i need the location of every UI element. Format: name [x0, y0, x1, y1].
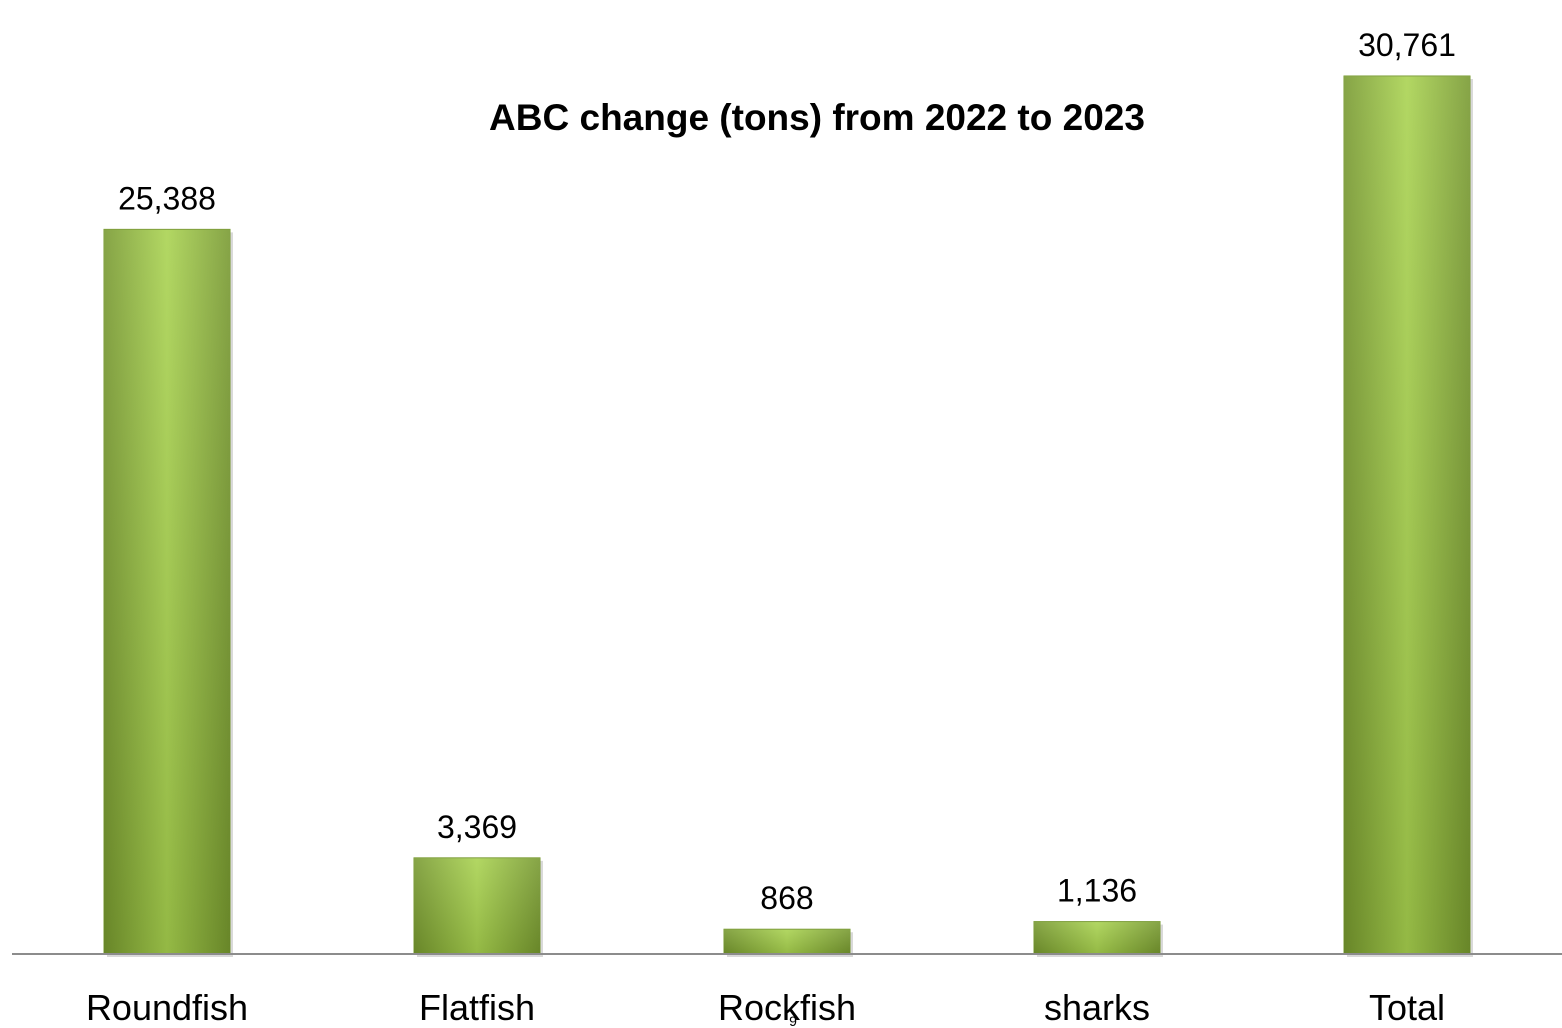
bar-shade-roundfish: [104, 229, 230, 955]
category-label-rockfish: Rockfish: [718, 987, 856, 1028]
bar-group: 25,388 Roundfish 3,369 Flatfish 868 Rockfish 1…: [86, 27, 1473, 1028]
bar-shade-total: [1344, 76, 1470, 954]
category-label-total: Total: [1369, 987, 1445, 1028]
bar-shade-rockfish: [724, 929, 850, 954]
slide-number: 9: [789, 1013, 797, 1028]
category-label-roundfish: Roundfish: [86, 987, 248, 1028]
data-label-flatfish: 3,369: [437, 809, 517, 845]
data-label-roundfish: 25,388: [118, 180, 216, 216]
data-label-total: 30,761: [1358, 27, 1456, 63]
bar-shade-sharks: [1034, 921, 1160, 954]
data-label-sharks: 1,136: [1057, 873, 1137, 909]
chart-title: ABC change (tons) from 2022 to 2023: [489, 97, 1145, 138]
category-label-sharks: sharks: [1044, 987, 1150, 1028]
category-label-flatfish: Flatfish: [419, 987, 535, 1028]
bar-shade-flatfish: [414, 857, 540, 954]
data-label-rockfish: 868: [760, 880, 813, 916]
